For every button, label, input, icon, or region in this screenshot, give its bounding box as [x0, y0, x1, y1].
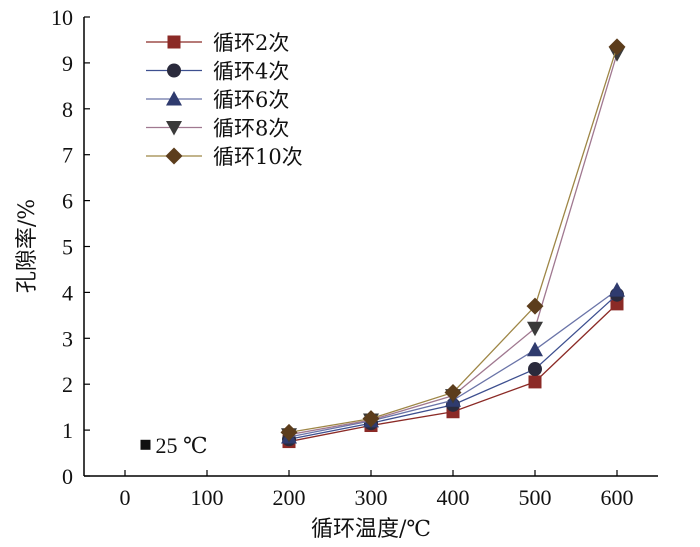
- y-tick-label: 9: [62, 51, 73, 76]
- data-point: [444, 383, 462, 401]
- data-point: [528, 362, 542, 377]
- legend-item: 循环6次: [146, 88, 289, 112]
- x-tick-label: 400: [437, 485, 470, 510]
- y-tick-label: 4: [62, 280, 73, 305]
- series-line: [288, 46, 618, 434]
- series: [280, 38, 626, 449]
- y-tick-label: 6: [62, 189, 73, 214]
- y-tick-label: 8: [62, 97, 73, 122]
- y-tick-label: 0: [62, 464, 73, 489]
- legend-label: 循环6次: [213, 88, 289, 112]
- y-tick-label: 7: [62, 143, 73, 168]
- y-axis-title: 孔隙率/%: [15, 199, 40, 293]
- data-point: [280, 423, 298, 441]
- x-axis-title: 循环温度/℃: [311, 517, 431, 542]
- series-line: [288, 53, 618, 436]
- legend-item: 循环8次: [146, 117, 289, 141]
- series-line: [288, 303, 618, 443]
- legend-item: 循环10次: [146, 145, 303, 169]
- series-5: [280, 38, 626, 441]
- data-point: [609, 282, 625, 297]
- x-ticks: 0 100 200 300 400 500 600: [120, 470, 634, 510]
- x-tick-label: 600: [601, 485, 634, 510]
- y-tick-label: 5: [62, 235, 73, 260]
- x-tick-label: 500: [519, 485, 552, 510]
- y-tick-label: 1: [62, 418, 73, 443]
- y-tick-label: 10: [51, 5, 73, 30]
- annotation: 25 ℃: [140, 433, 208, 458]
- data-point: [608, 38, 626, 56]
- data-point: [528, 375, 542, 389]
- legend-marker: [166, 91, 182, 106]
- legend-marker: [167, 35, 181, 49]
- legend-label: 循环8次: [213, 117, 289, 141]
- legend-marker: [166, 121, 182, 136]
- series-4: [281, 47, 625, 443]
- legend-label: 循环2次: [213, 31, 289, 55]
- legend-item: 循环4次: [146, 60, 289, 84]
- legend-label: 循环10次: [213, 145, 303, 169]
- annotation-label: 25 ℃: [156, 433, 208, 458]
- y-tick-label: 3: [62, 326, 73, 351]
- y-ticks: 0 1 2 3 4 5 6 7 8 9 10: [51, 5, 90, 489]
- legend-marker: [167, 63, 181, 78]
- axes: [83, 17, 658, 477]
- annotation-marker: [140, 439, 151, 450]
- data-point: [527, 341, 543, 357]
- x-tick-label: 200: [273, 485, 306, 510]
- legend-label: 循环4次: [213, 60, 289, 84]
- series-3: [281, 282, 625, 444]
- x-tick-label: 0: [120, 485, 131, 510]
- x-tick-label: 100: [191, 485, 224, 510]
- data-point: [526, 297, 544, 315]
- legend-marker: [165, 147, 183, 165]
- data-point: [362, 410, 380, 428]
- legend-item: 循环2次: [146, 31, 289, 55]
- series-2: [282, 287, 624, 447]
- y-tick-label: 2: [62, 372, 73, 397]
- x-tick-label: 300: [355, 485, 388, 510]
- data-point: [527, 321, 543, 337]
